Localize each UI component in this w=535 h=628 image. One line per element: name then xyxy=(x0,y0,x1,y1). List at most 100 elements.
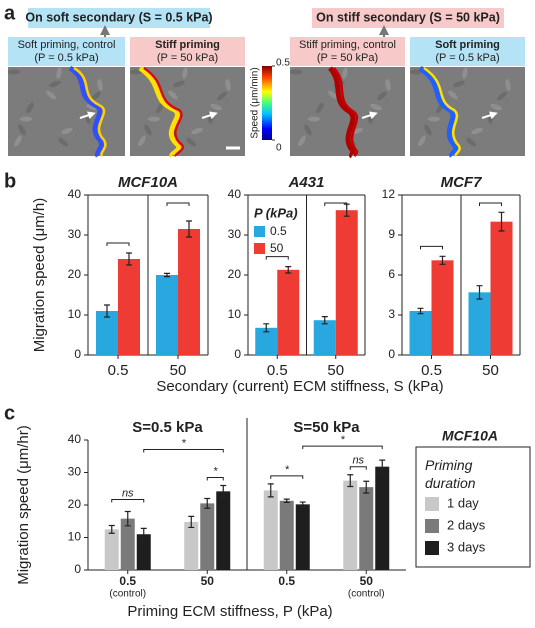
x-tick-note: (control) xyxy=(109,589,146,600)
legend-heading: MCF10A xyxy=(442,428,498,444)
condition-label: (P = 50 kPa) xyxy=(157,52,218,64)
cell-texture xyxy=(290,69,302,75)
cell-texture xyxy=(56,67,62,79)
y-tick-label: 3 xyxy=(388,307,395,321)
bar xyxy=(490,221,513,355)
migration-front xyxy=(143,66,185,157)
direction-arrow xyxy=(361,111,378,120)
significance-label: * xyxy=(213,465,218,477)
cell-texture xyxy=(424,124,432,136)
chart-title: A431 xyxy=(288,174,325,191)
cell-texture xyxy=(471,127,483,135)
legend-label: 0.5 xyxy=(270,224,287,238)
legend-label: 3 days xyxy=(447,539,486,554)
error-bar xyxy=(263,323,270,333)
condition-label: (P = 0.5 kPa) xyxy=(435,52,499,64)
panel-label: c xyxy=(4,402,15,424)
cell-texture xyxy=(298,135,306,147)
migration-front xyxy=(418,65,459,158)
y-tick-label: 40 xyxy=(68,432,82,446)
error-bar xyxy=(476,285,483,300)
cell-texture xyxy=(168,90,178,100)
condition-label: Stiff priming, control xyxy=(299,39,396,51)
significance-bracket xyxy=(349,466,367,470)
condition-label: Soft priming, control xyxy=(18,39,116,51)
y-axis-label: Migration speed (μm/h) xyxy=(31,198,48,353)
error-bar xyxy=(140,527,147,541)
bar xyxy=(277,269,300,355)
bar xyxy=(375,466,390,570)
bar xyxy=(409,311,432,355)
error-bar xyxy=(104,304,110,318)
colorbar-tick-label: 0 xyxy=(276,143,282,154)
section-title: On stiff secondary (S = 50 kPa) xyxy=(316,10,500,24)
y-tick-label: 30 xyxy=(68,465,82,479)
error-bar xyxy=(283,498,290,503)
cell-texture xyxy=(462,67,468,79)
cell-texture xyxy=(191,127,203,135)
y-tick-label: 0 xyxy=(234,347,241,361)
legend-label: 2 days xyxy=(447,517,486,532)
y-tick-label: 10 xyxy=(228,307,242,321)
significance-label: ns xyxy=(352,455,364,467)
cell-texture xyxy=(97,79,103,91)
bar xyxy=(295,504,310,570)
cell-texture xyxy=(148,116,160,122)
cell-texture xyxy=(505,79,511,91)
cell-texture xyxy=(61,127,73,135)
section-title: On soft secondary (S = 0.5 kPa) xyxy=(25,10,212,24)
significance-label: * xyxy=(285,464,290,476)
significance-bracket xyxy=(206,477,224,481)
y-tick-label: 40 xyxy=(68,187,82,201)
y-tick-label: 10 xyxy=(68,307,82,321)
section-title: S=50 kPa xyxy=(293,419,360,436)
cell-texture xyxy=(225,79,231,91)
section-title: S=0.5 kPa xyxy=(132,419,203,436)
comparison-bracket xyxy=(265,256,289,260)
cell-texture xyxy=(490,103,502,111)
bar xyxy=(118,259,140,355)
direction-arrow xyxy=(481,111,498,120)
error-bar xyxy=(299,501,306,508)
error-bar xyxy=(379,459,386,474)
error-bar xyxy=(267,483,274,498)
title-box xyxy=(28,8,210,28)
y-tick-label: 40 xyxy=(228,187,242,201)
cell-texture xyxy=(370,103,382,111)
cell-texture xyxy=(428,116,440,122)
x-tick-label: 0.5 xyxy=(278,574,295,588)
bar xyxy=(136,534,151,570)
legend-swatch xyxy=(425,541,439,555)
condition-box xyxy=(410,37,525,66)
title-box xyxy=(312,8,504,28)
bar xyxy=(96,311,118,355)
cell-texture xyxy=(304,124,312,136)
bar xyxy=(178,229,200,355)
y-tick-label: 20 xyxy=(68,497,82,511)
legend-swatch xyxy=(254,226,265,237)
error-bar xyxy=(220,484,227,498)
y-tick-label: 0 xyxy=(74,562,81,576)
cell-texture xyxy=(377,91,387,101)
error-bar xyxy=(204,497,211,509)
cell-texture xyxy=(14,135,22,147)
cell-texture xyxy=(448,90,458,100)
y-tick-label: 30 xyxy=(68,227,82,241)
significance-bracket xyxy=(270,475,304,479)
cell-texture xyxy=(46,90,56,100)
bar xyxy=(184,521,199,570)
y-tick-label: 0 xyxy=(388,347,395,361)
cell-texture xyxy=(466,137,476,147)
migration-front xyxy=(423,66,461,157)
panel-label: a xyxy=(4,2,16,24)
cell-texture xyxy=(418,135,426,147)
x-axis-label: Priming ECM stiffness, P (kPa) xyxy=(127,603,332,620)
legend-title: P (kPa) xyxy=(254,205,298,220)
bar xyxy=(263,490,278,570)
condition-box xyxy=(130,37,245,66)
y-tick-label: 0 xyxy=(74,347,81,361)
bar xyxy=(335,210,358,355)
bar xyxy=(343,480,358,570)
cell-texture xyxy=(18,124,26,136)
